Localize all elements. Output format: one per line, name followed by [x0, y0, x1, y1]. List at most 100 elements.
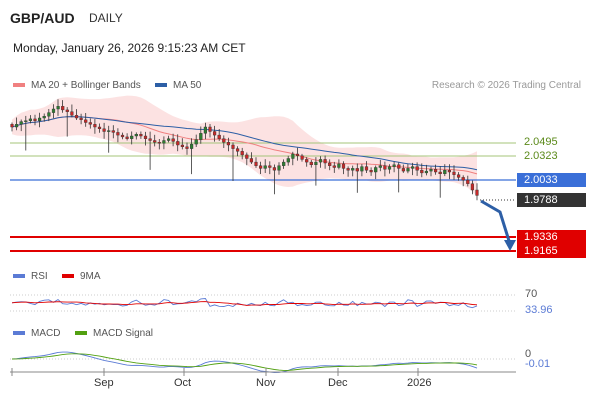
candle-body: [153, 140, 157, 143]
candle-body: [235, 148, 240, 152]
candle-body: [351, 168, 355, 171]
candle-body: [378, 165, 382, 168]
last-price-tag: 1.9788: [517, 193, 586, 207]
ma50-line: [11, 116, 478, 171]
candle-body: [401, 168, 405, 172]
macd-signal-line: [11, 353, 478, 371]
candle-body: [203, 126, 207, 134]
candle-body: [397, 164, 401, 169]
candle-body: [254, 161, 258, 166]
candle-body: [166, 138, 171, 141]
candle-body: [93, 124, 97, 128]
candle-body: [420, 169, 424, 174]
candle-body: [74, 115, 79, 119]
candle-body: [314, 161, 318, 166]
candle-body: [97, 126, 102, 129]
candle-body: [189, 143, 194, 149]
x-tick-label-nov: Nov: [256, 377, 276, 389]
candle-body: [42, 115, 46, 119]
candle-body: [125, 136, 129, 139]
support-tag-1: 1.9336: [517, 230, 586, 244]
rsi-value-label: 33.96: [525, 304, 553, 316]
legend-macd-label: MACD: [31, 328, 61, 339]
legend-macd-swatch: [13, 331, 25, 336]
candle-body: [102, 128, 106, 132]
candle-body: [47, 112, 51, 117]
candle-body: [88, 122, 92, 125]
macd-layer: [11, 351, 478, 374]
candle-body: [291, 153, 295, 159]
candle-body: [328, 162, 332, 166]
legend-ma50-label: MA 50: [173, 80, 202, 91]
candle-body: [120, 134, 125, 138]
candle-body: [38, 117, 42, 121]
legend-macd-signal-swatch: [75, 331, 87, 336]
macd-zero-label: 0: [525, 348, 532, 360]
candle-body: [443, 169, 447, 174]
support-tag-2: 1.9165: [517, 244, 586, 258]
candle-body: [143, 135, 148, 139]
candle-body: [406, 168, 410, 172]
candle-body: [424, 170, 428, 174]
candle-body: [383, 165, 387, 170]
candle-body: [447, 169, 451, 173]
candle-body: [226, 142, 230, 146]
candle-body: [111, 130, 115, 133]
candle-body: [295, 153, 300, 156]
pair-title: GBP/AUD: [10, 10, 75, 26]
candle-body: [84, 119, 88, 123]
forecast-arrow-head: [504, 240, 516, 251]
resistance-label-2: 2.0323: [524, 150, 558, 162]
candle-body: [263, 165, 267, 169]
candle-body: [19, 121, 23, 125]
candle-body: [116, 132, 120, 136]
timeframe-label: DAILY: [89, 11, 123, 25]
legend-rsi: RSI: [13, 271, 48, 282]
legend-ma50-swatch: [155, 83, 167, 88]
candle-body: [332, 165, 336, 168]
candle-body: [259, 165, 263, 169]
legend-rsi-swatch: [13, 274, 25, 279]
rsi-ma-line: [11, 301, 478, 306]
candle-body: [415, 166, 419, 171]
bollinger-band: [12, 95, 477, 197]
candle-body: [277, 165, 281, 171]
candle-body: [33, 118, 37, 121]
candle-body: [300, 155, 304, 160]
candle-body: [176, 141, 180, 146]
candle-body: [282, 161, 286, 166]
candle-body: [387, 166, 392, 170]
candle-body: [162, 140, 166, 144]
candle-body: [28, 118, 32, 121]
candle-body: [10, 124, 14, 128]
macd-line: [11, 351, 478, 374]
candle-body: [434, 169, 438, 173]
candle-body: [217, 134, 221, 139]
candle-body: [70, 111, 74, 116]
legend-rsi-ma-label: 9MA: [80, 271, 101, 282]
candle-body: [286, 158, 290, 163]
candle-body: [337, 163, 341, 168]
rsi-layer: [11, 298, 478, 309]
candle-body: [318, 159, 323, 163]
legend-ma20-label: MA 20 + Bollinger Bands: [31, 80, 141, 91]
candle-body: [429, 169, 433, 172]
candle-body: [14, 124, 19, 128]
candle-body: [457, 174, 461, 178]
candle-body: [475, 189, 479, 196]
x-tick-label-sep: Sep: [94, 377, 114, 389]
bollinger-band-layer: [12, 95, 477, 197]
legend-ma20-swatch: [13, 83, 25, 88]
x-tick-label-dec: Dec: [328, 377, 348, 389]
candle-body: [452, 171, 456, 175]
x-tick-label-2026: 2026: [407, 377, 432, 389]
candle-body: [323, 159, 327, 164]
candle-body: [185, 146, 189, 149]
candle-body: [130, 135, 134, 139]
candle-body: [180, 144, 184, 147]
x-tick-layer: [11, 368, 419, 376]
legend-ma50: MA 50: [155, 80, 201, 91]
candle-body: [392, 164, 396, 167]
candle-body: [249, 158, 253, 163]
